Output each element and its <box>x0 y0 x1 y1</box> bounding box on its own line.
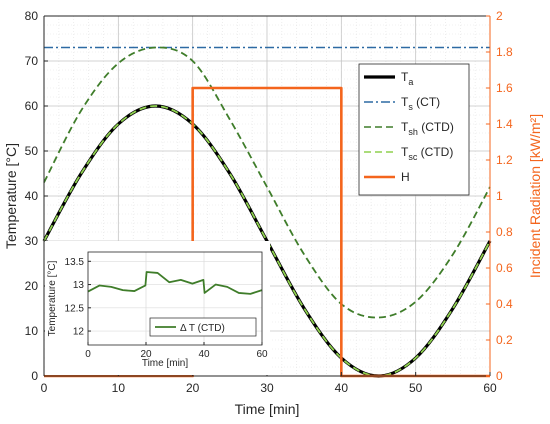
y-tick-label: 10 <box>25 324 39 338</box>
y-right-tick-label: 1.6 <box>496 81 513 95</box>
legend-label-main: T <box>401 70 409 84</box>
legend-label-main: T <box>401 95 409 109</box>
y-right-tick-label: 1.8 <box>496 45 513 59</box>
y-right-axis-label: Incident Radiation [kW/m²] <box>527 114 543 278</box>
legend-label-main: T <box>401 145 409 159</box>
series-line-Tsh <box>43 46 491 319</box>
legend-label-Tsh: Tsh (CTD) <box>401 120 454 137</box>
legend-label-Tsc: Tsc (CTD) <box>401 145 453 162</box>
legend-label-Ts: Ts (CT) <box>401 95 440 112</box>
inset-legend-label: Δ T (CTD) <box>180 323 225 334</box>
y-right-tick-label: 0 <box>496 369 503 383</box>
y-tick-label: 20 <box>25 279 39 293</box>
y-tick-label: 0 <box>31 369 38 383</box>
legend-label-sub: s <box>408 102 413 112</box>
x-tick-label: 50 <box>409 381 423 395</box>
legend-label-main: H <box>401 170 410 184</box>
y-right-tick-label: 1.2 <box>496 153 513 167</box>
x-tick-label: 60 <box>483 381 497 395</box>
inset-x-axis-label: Time [min] <box>142 358 189 369</box>
legend-label-Ta: Ta <box>401 70 413 87</box>
legend-label-tail: (CTD) <box>418 120 454 134</box>
legend-label-tail: (CT) <box>413 95 440 109</box>
inset-x-tick-label: 0 <box>85 349 91 360</box>
inset-x-tick-label: 20 <box>140 349 152 360</box>
inset-series-line <box>87 271 263 295</box>
y-right-tick-label: 2 <box>496 9 503 23</box>
inset-y-tick-label: 12.5 <box>65 303 85 314</box>
y-right-tick-label: 0.8 <box>496 225 513 239</box>
x-tick-label: 10 <box>112 381 126 395</box>
inset-y-tick-label: 13 <box>73 280 85 291</box>
inset-legend-box <box>149 317 257 337</box>
legend-label-sub: sh <box>408 127 418 137</box>
legend-label-sub: sc <box>408 152 418 162</box>
y-tick-label: 40 <box>25 189 39 203</box>
y-right-tick-label: 1 <box>496 189 503 203</box>
x-tick-label: 0 <box>41 381 48 395</box>
y-right-tick-label: 0.6 <box>496 261 513 275</box>
y-right-tick-label: 0.4 <box>496 297 513 311</box>
y-right-tick-label: 1.4 <box>496 117 513 131</box>
x-tick-label: 30 <box>260 381 274 395</box>
inset-y-axis-label: Temperature [°C] <box>47 260 58 336</box>
legend-label-main: T <box>401 120 409 134</box>
y-tick-label: 80 <box>25 9 39 23</box>
x-axis-label: Time [min] <box>235 401 300 417</box>
y-tick-label: 50 <box>25 144 39 158</box>
legend-label-H: H <box>401 170 410 184</box>
legend-label-sub: a <box>408 77 413 87</box>
inset-frame <box>87 251 263 346</box>
inset-x-tick-label: 40 <box>198 349 210 360</box>
x-tick-label: 20 <box>186 381 200 395</box>
y-tick-label: 70 <box>25 54 39 68</box>
series-line-Tsc <box>43 105 491 377</box>
inset-y-tick-label: 12 <box>73 327 85 338</box>
y-tick-label: 30 <box>25 234 39 248</box>
inset-y-tick-label: 13.5 <box>65 257 85 268</box>
y-right-tick-label: 0.2 <box>496 333 513 347</box>
x-tick-label: 40 <box>335 381 349 395</box>
y-axis-label: Temperature [°C] <box>3 143 19 249</box>
inset-x-tick-label: 60 <box>256 349 268 360</box>
legend-label-tail: (CTD) <box>417 145 453 159</box>
y-tick-label: 60 <box>25 99 39 113</box>
legend-box <box>358 63 470 196</box>
